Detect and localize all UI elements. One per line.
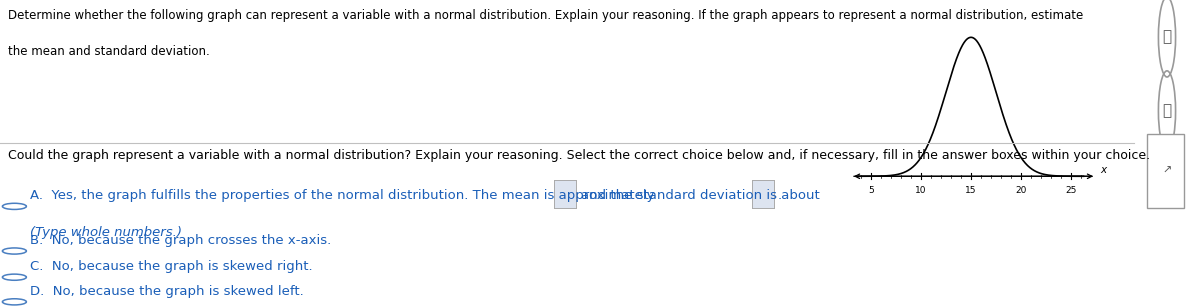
Text: Could the graph represent a variable with a normal distribution? Explain your re: Could the graph represent a variable wit…	[8, 149, 1151, 162]
Text: (Type whole numbers.): (Type whole numbers.)	[30, 226, 182, 239]
Text: A.  Yes, the graph fulfills the properties of the normal distribution. The mean : A. Yes, the graph fulfills the propertie…	[30, 189, 654, 202]
Text: .: .	[778, 189, 781, 202]
Text: C.  No, because the graph is skewed right.: C. No, because the graph is skewed right…	[30, 260, 313, 273]
Text: 10: 10	[916, 186, 926, 195]
Text: 15: 15	[965, 186, 977, 195]
FancyBboxPatch shape	[1147, 134, 1184, 208]
Text: 5: 5	[868, 186, 874, 195]
Text: Determine whether the following graph can represent a variable with a normal dis: Determine whether the following graph ca…	[8, 9, 1084, 22]
Text: D.  No, because the graph is skewed left.: D. No, because the graph is skewed left.	[30, 285, 304, 298]
Text: and the standard deviation is about: and the standard deviation is about	[581, 189, 820, 202]
Text: B.  No, because the graph crosses the x-axis.: B. No, because the graph crosses the x-a…	[30, 234, 331, 247]
Text: ⌕: ⌕	[1163, 30, 1171, 44]
Text: ↗: ↗	[1163, 166, 1171, 176]
Text: x: x	[1100, 164, 1106, 175]
Text: ⌕: ⌕	[1163, 103, 1171, 118]
Text: 25: 25	[1066, 186, 1076, 195]
Text: the mean and standard deviation.: the mean and standard deviation.	[8, 45, 210, 58]
Text: 20: 20	[1015, 186, 1027, 195]
